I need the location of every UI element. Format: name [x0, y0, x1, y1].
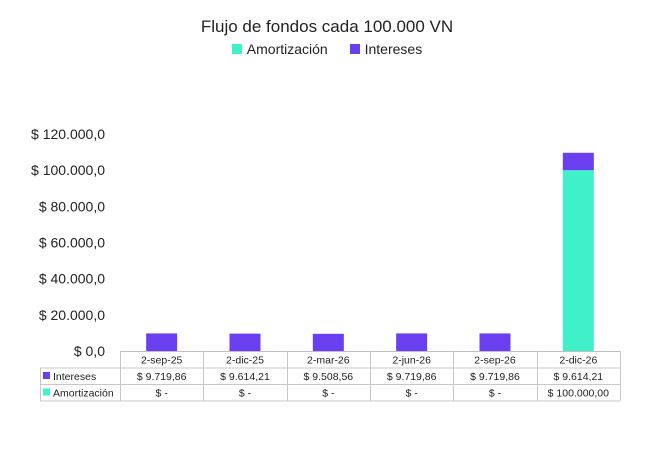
x-tick-label: 2-dic-25 [226, 355, 264, 367]
legend-item-amortizacion: Amortización [231, 41, 328, 57]
data-label-amortizacion: $ - [239, 388, 252, 400]
y-tick-label: $ 20.000,0 [39, 307, 105, 323]
table-row-label-amortizacion: Amortización [53, 388, 114, 400]
legend-swatch-intereses [349, 44, 360, 54]
data-label-amortizacion: $ - [406, 388, 419, 400]
data-label-intereses: $ 9.614,21 [220, 371, 270, 383]
bar-intereses-2-sep-25 [146, 333, 178, 351]
x-tick-label: 2-dic-26 [559, 355, 597, 367]
data-label-intereses: $ 9.719,86 [470, 371, 520, 383]
table-legend-key-intereses [43, 372, 50, 379]
bar-intereses-2-dic-25 [229, 333, 261, 351]
x-tick-label: 2-sep-25 [141, 355, 183, 367]
bar-intereses-2-sep-26 [479, 333, 511, 351]
data-label-amortizacion: $ - [156, 388, 169, 400]
data-label-intereses: $ 9.719,86 [387, 371, 437, 383]
chart-title: Flujo de fondos cada 100.000 VN [200, 17, 454, 36]
data-label-amortizacion: $ 100.000,00 [548, 388, 609, 400]
legend-item-intereses: Intereses [349, 41, 423, 57]
x-tick-label: 2-jun-26 [392, 355, 431, 367]
legend-label-intereses: Intereses [364, 41, 423, 57]
legend-swatch-amortizacion [231, 44, 242, 54]
data-label-intereses: $ 9.614,21 [554, 371, 604, 383]
data-label-amortizacion: $ - [322, 388, 335, 400]
table-legend-key-amortizacion [43, 388, 50, 396]
y-tick-label: $ 80.000,0 [39, 198, 105, 214]
y-tick-label: $ 60.000,0 [39, 235, 105, 251]
bar-intereses-2-dic-26 [562, 152, 594, 171]
bar-amortizacion-2-dic-26 [562, 170, 594, 351]
y-tick-label: $ 40.000,0 [39, 271, 105, 287]
y-tick-label: $ 100.000,0 [31, 162, 105, 178]
y-tick-label: $ 120.000,0 [31, 126, 105, 142]
legend: Amortización Intereses [0, 41, 654, 57]
y-tick-label: $ 0,0 [74, 343, 105, 359]
legend-label-amortizacion: Amortización [246, 41, 328, 57]
bar-intereses-2-jun-26 [396, 333, 428, 351]
x-tick-label: 2-sep-26 [474, 355, 516, 367]
table-row-label-intereses: Intereses [53, 371, 96, 383]
data-label-intereses: $ 9.508,56 [304, 371, 354, 383]
data-label-amortizacion: $ - [489, 388, 502, 400]
bar-intereses-2-mar-26 [312, 333, 344, 351]
x-tick-label: 2-mar-26 [307, 355, 350, 367]
data-label-intereses: $ 9.719,86 [137, 371, 187, 383]
